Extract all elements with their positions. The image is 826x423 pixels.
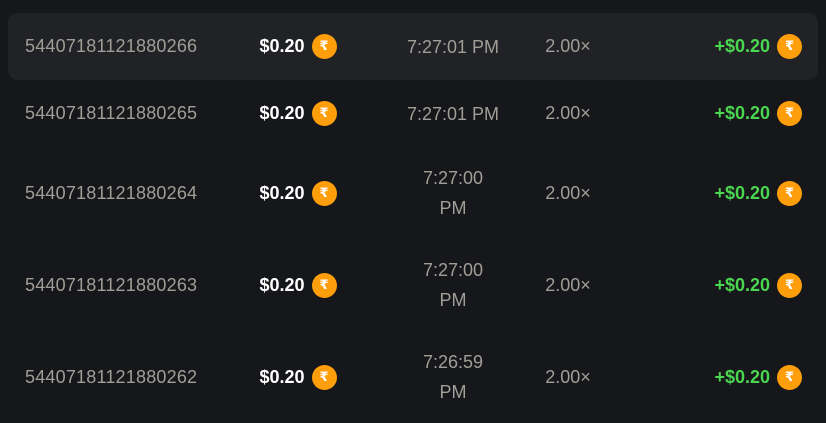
bet-amount-cell: $0.20 ₹	[223, 34, 373, 59]
rupee-symbol: ₹	[784, 277, 795, 293]
bet-multiplier: 2.00×	[545, 366, 591, 387]
bet-row: 54407181121880262 $0.20 ₹ 7:26:59 PM 2.0…	[8, 331, 818, 423]
bet-amount: $0.20	[259, 274, 305, 295]
bet-amount-cell: $0.20 ₹	[223, 364, 373, 390]
rupee-coin-icon: ₹	[777, 272, 802, 298]
bet-row: 54407181121880264 $0.20 ₹ 7:27:00 PM 2.0…	[8, 147, 818, 239]
win-amount: +$0.20	[714, 36, 770, 56]
win-amount: +$0.20	[714, 274, 770, 295]
bet-amount-cell: $0.20 ₹	[223, 272, 373, 298]
bet-row: 54407181121880263 $0.20 ₹ 7:27:00 PM 2.0…	[8, 239, 818, 331]
win-amount-cell: +$0.20 ₹	[603, 34, 818, 59]
time-line: 7:27:00	[422, 168, 484, 188]
win-amount: +$0.20	[714, 182, 770, 203]
bet-amount: $0.20	[259, 103, 305, 123]
bet-time: 7:27:01 PM	[373, 32, 533, 62]
time-line: 7:27:00	[422, 260, 484, 280]
bet-time: 7:26:59 PM	[373, 347, 533, 407]
win-amount: +$0.20	[714, 366, 770, 387]
time-line: 7:26:59	[422, 352, 484, 372]
rupee-symbol: ₹	[319, 369, 329, 385]
bet-time: 7:27:00 PM	[373, 255, 533, 315]
bet-row: 54407181121880266 $0.20 ₹ 7:27:01 PM 2.0…	[8, 13, 818, 80]
time-line: PM	[439, 290, 467, 310]
bet-id: 54407181121880265	[25, 103, 198, 123]
rupee-symbol: ₹	[784, 106, 795, 121]
rupee-symbol: ₹	[319, 185, 329, 201]
bet-multiplier: 2.00×	[545, 36, 591, 56]
rupee-coin-icon: ₹	[777, 180, 802, 206]
rupee-coin-icon: ₹	[311, 272, 337, 298]
rupee-coin-icon: ₹	[777, 101, 802, 126]
bet-time: 7:27:00 PM	[373, 163, 533, 223]
bet-id: 54407181121880262	[25, 366, 198, 387]
rupee-symbol: ₹	[784, 39, 795, 54]
win-amount-cell: +$0.20 ₹	[603, 101, 818, 126]
rupee-coin-icon: ₹	[777, 34, 802, 59]
rupee-coin-icon: ₹	[777, 364, 802, 390]
rupee-coin-icon: ₹	[311, 364, 337, 390]
rupee-coin-icon: ₹	[311, 34, 337, 59]
bet-id: 54407181121880264	[25, 182, 198, 203]
bet-row: 54407181121880265 $0.20 ₹ 7:27:01 PM 2.0…	[8, 80, 818, 147]
bet-multiplier: 2.00×	[545, 274, 591, 295]
time-line: PM	[439, 198, 467, 218]
win-amount: +$0.20	[714, 103, 770, 123]
bet-id: 54407181121880266	[25, 36, 198, 56]
win-amount-cell: +$0.20 ₹	[603, 180, 818, 206]
rupee-symbol: ₹	[319, 106, 329, 121]
time-line: PM	[439, 382, 467, 402]
rupee-symbol: ₹	[319, 39, 329, 54]
bet-amount: $0.20	[259, 36, 305, 56]
rupee-symbol: ₹	[784, 185, 795, 201]
bet-multiplier: 2.00×	[545, 182, 591, 203]
bet-amount: $0.20	[259, 182, 305, 203]
bet-multiplier: 2.00×	[545, 103, 591, 123]
win-amount-cell: +$0.20 ₹	[603, 364, 818, 390]
win-amount-cell: +$0.20 ₹	[603, 272, 818, 298]
rupee-coin-icon: ₹	[311, 180, 337, 206]
rupee-symbol: ₹	[319, 277, 329, 293]
rupee-symbol: ₹	[784, 369, 795, 385]
bet-amount: $0.20	[259, 366, 305, 387]
rupee-coin-icon: ₹	[311, 101, 337, 126]
bet-amount-cell: $0.20 ₹	[223, 180, 373, 206]
time-line: 7:27:01 PM	[406, 103, 500, 124]
time-line: 7:27:01 PM	[406, 36, 500, 57]
bet-time: 7:27:01 PM	[373, 99, 533, 129]
bet-amount-cell: $0.20 ₹	[223, 101, 373, 126]
bet-id: 54407181121880263	[25, 274, 198, 295]
